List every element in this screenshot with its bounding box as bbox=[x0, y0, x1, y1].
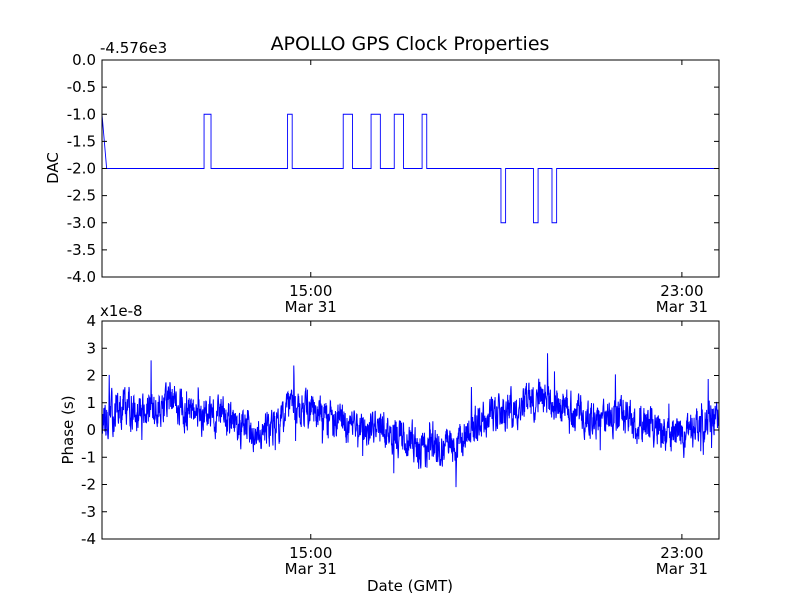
y-tick-label: -1.5 bbox=[67, 132, 96, 150]
y-tick-label: -3.0 bbox=[67, 214, 96, 232]
y-tick-label: -2.5 bbox=[67, 187, 96, 205]
x-tick-time-label: 23:00 bbox=[660, 544, 703, 562]
x-tick-date-label: Mar 31 bbox=[285, 298, 337, 316]
y-tick-label: -0.5 bbox=[67, 78, 96, 96]
y-tick-label: 2 bbox=[86, 367, 96, 385]
y-tick-label: 1 bbox=[86, 394, 96, 412]
y-tick-label: -3.5 bbox=[67, 241, 96, 259]
x-tick-time-label: 23:00 bbox=[660, 282, 703, 300]
y-tick-label: 0 bbox=[86, 421, 96, 439]
phase-x-axis-label: Date (GMT) bbox=[367, 577, 453, 595]
dac-offset-text: -4.576e3 bbox=[100, 39, 167, 57]
y-tick-label: -3 bbox=[81, 503, 96, 521]
dac-y-axis-label: DAC bbox=[44, 152, 62, 184]
x-tick-date-label: Mar 31 bbox=[285, 560, 337, 578]
y-tick-label: -2.0 bbox=[67, 160, 96, 178]
y-tick-label: -1 bbox=[81, 448, 96, 466]
y-tick-label: 3 bbox=[86, 339, 96, 357]
x-tick-time-label: 15:00 bbox=[289, 282, 332, 300]
phase-series-line bbox=[102, 353, 719, 488]
x-tick-date-label: Mar 31 bbox=[656, 298, 708, 316]
dac-y-ticks: 0.0 -0.5 -1.0 -1.5 -2.0 -2.5 -3.0 -3.5 -4.0 bbox=[67, 51, 719, 286]
y-tick-label: 4 bbox=[86, 312, 96, 330]
y-tick-label: 0.0 bbox=[72, 51, 96, 69]
y-tick-label: -1.0 bbox=[67, 105, 96, 123]
y-tick-label: -4 bbox=[81, 530, 96, 548]
dac-panel: 0.0 -0.5 -1.0 -1.5 -2.0 -2.5 -3.0 -3.5 -4.0 15:0… bbox=[44, 39, 720, 316]
dac-series-line bbox=[102, 113, 719, 224]
phase-y-ticks: 4 3 2 1 0 -1 -2 -3 -4 bbox=[81, 312, 719, 548]
x-tick-date-label: Mar 31 bbox=[656, 560, 708, 578]
chart-title: APOLLO GPS Clock Properties bbox=[271, 33, 550, 55]
y-tick-label: -4.0 bbox=[67, 268, 96, 286]
x-tick-time-label: 15:00 bbox=[289, 544, 332, 562]
phase-y-axis-label: Phase (s) bbox=[59, 395, 77, 464]
y-tick-label: -2 bbox=[81, 476, 96, 494]
phase-offset-text: x1e-8 bbox=[100, 302, 143, 320]
